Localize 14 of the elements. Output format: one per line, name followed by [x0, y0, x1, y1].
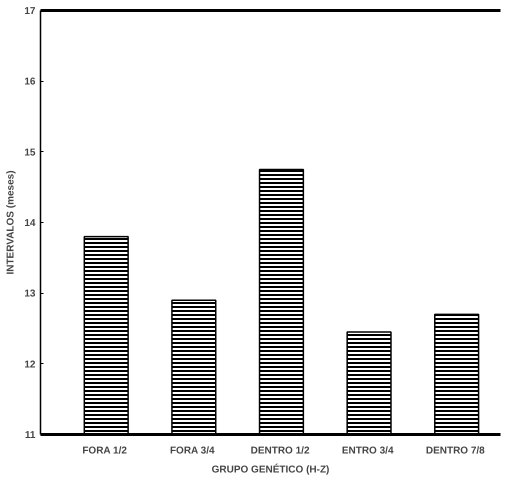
y-tick-label: 13 [24, 288, 36, 300]
y-tick-label: 12 [24, 359, 36, 370]
y-tick-label: 16 [24, 76, 36, 88]
x-tick-label: DENTRO 7/8 [426, 446, 486, 456]
y-axis-title: INTERVALOS (meses) [5, 170, 16, 275]
x-tick-label: FORA 1/2 [82, 446, 128, 456]
y-tick-label: 17 [24, 6, 36, 17]
x-axis-title: GRUPO GENÉTICO (H-Z) [212, 464, 330, 476]
y-tick-label: 11 [24, 430, 36, 441]
x-tick-label: FORA 3/4 [170, 446, 216, 456]
y-tick-label: 15 [24, 147, 36, 158]
x-tick-label: DENTRO 1/2 [250, 446, 310, 456]
y-tick-label: 14 [24, 218, 36, 229]
x-tick-label: ENTRO 3/4 [342, 446, 394, 456]
